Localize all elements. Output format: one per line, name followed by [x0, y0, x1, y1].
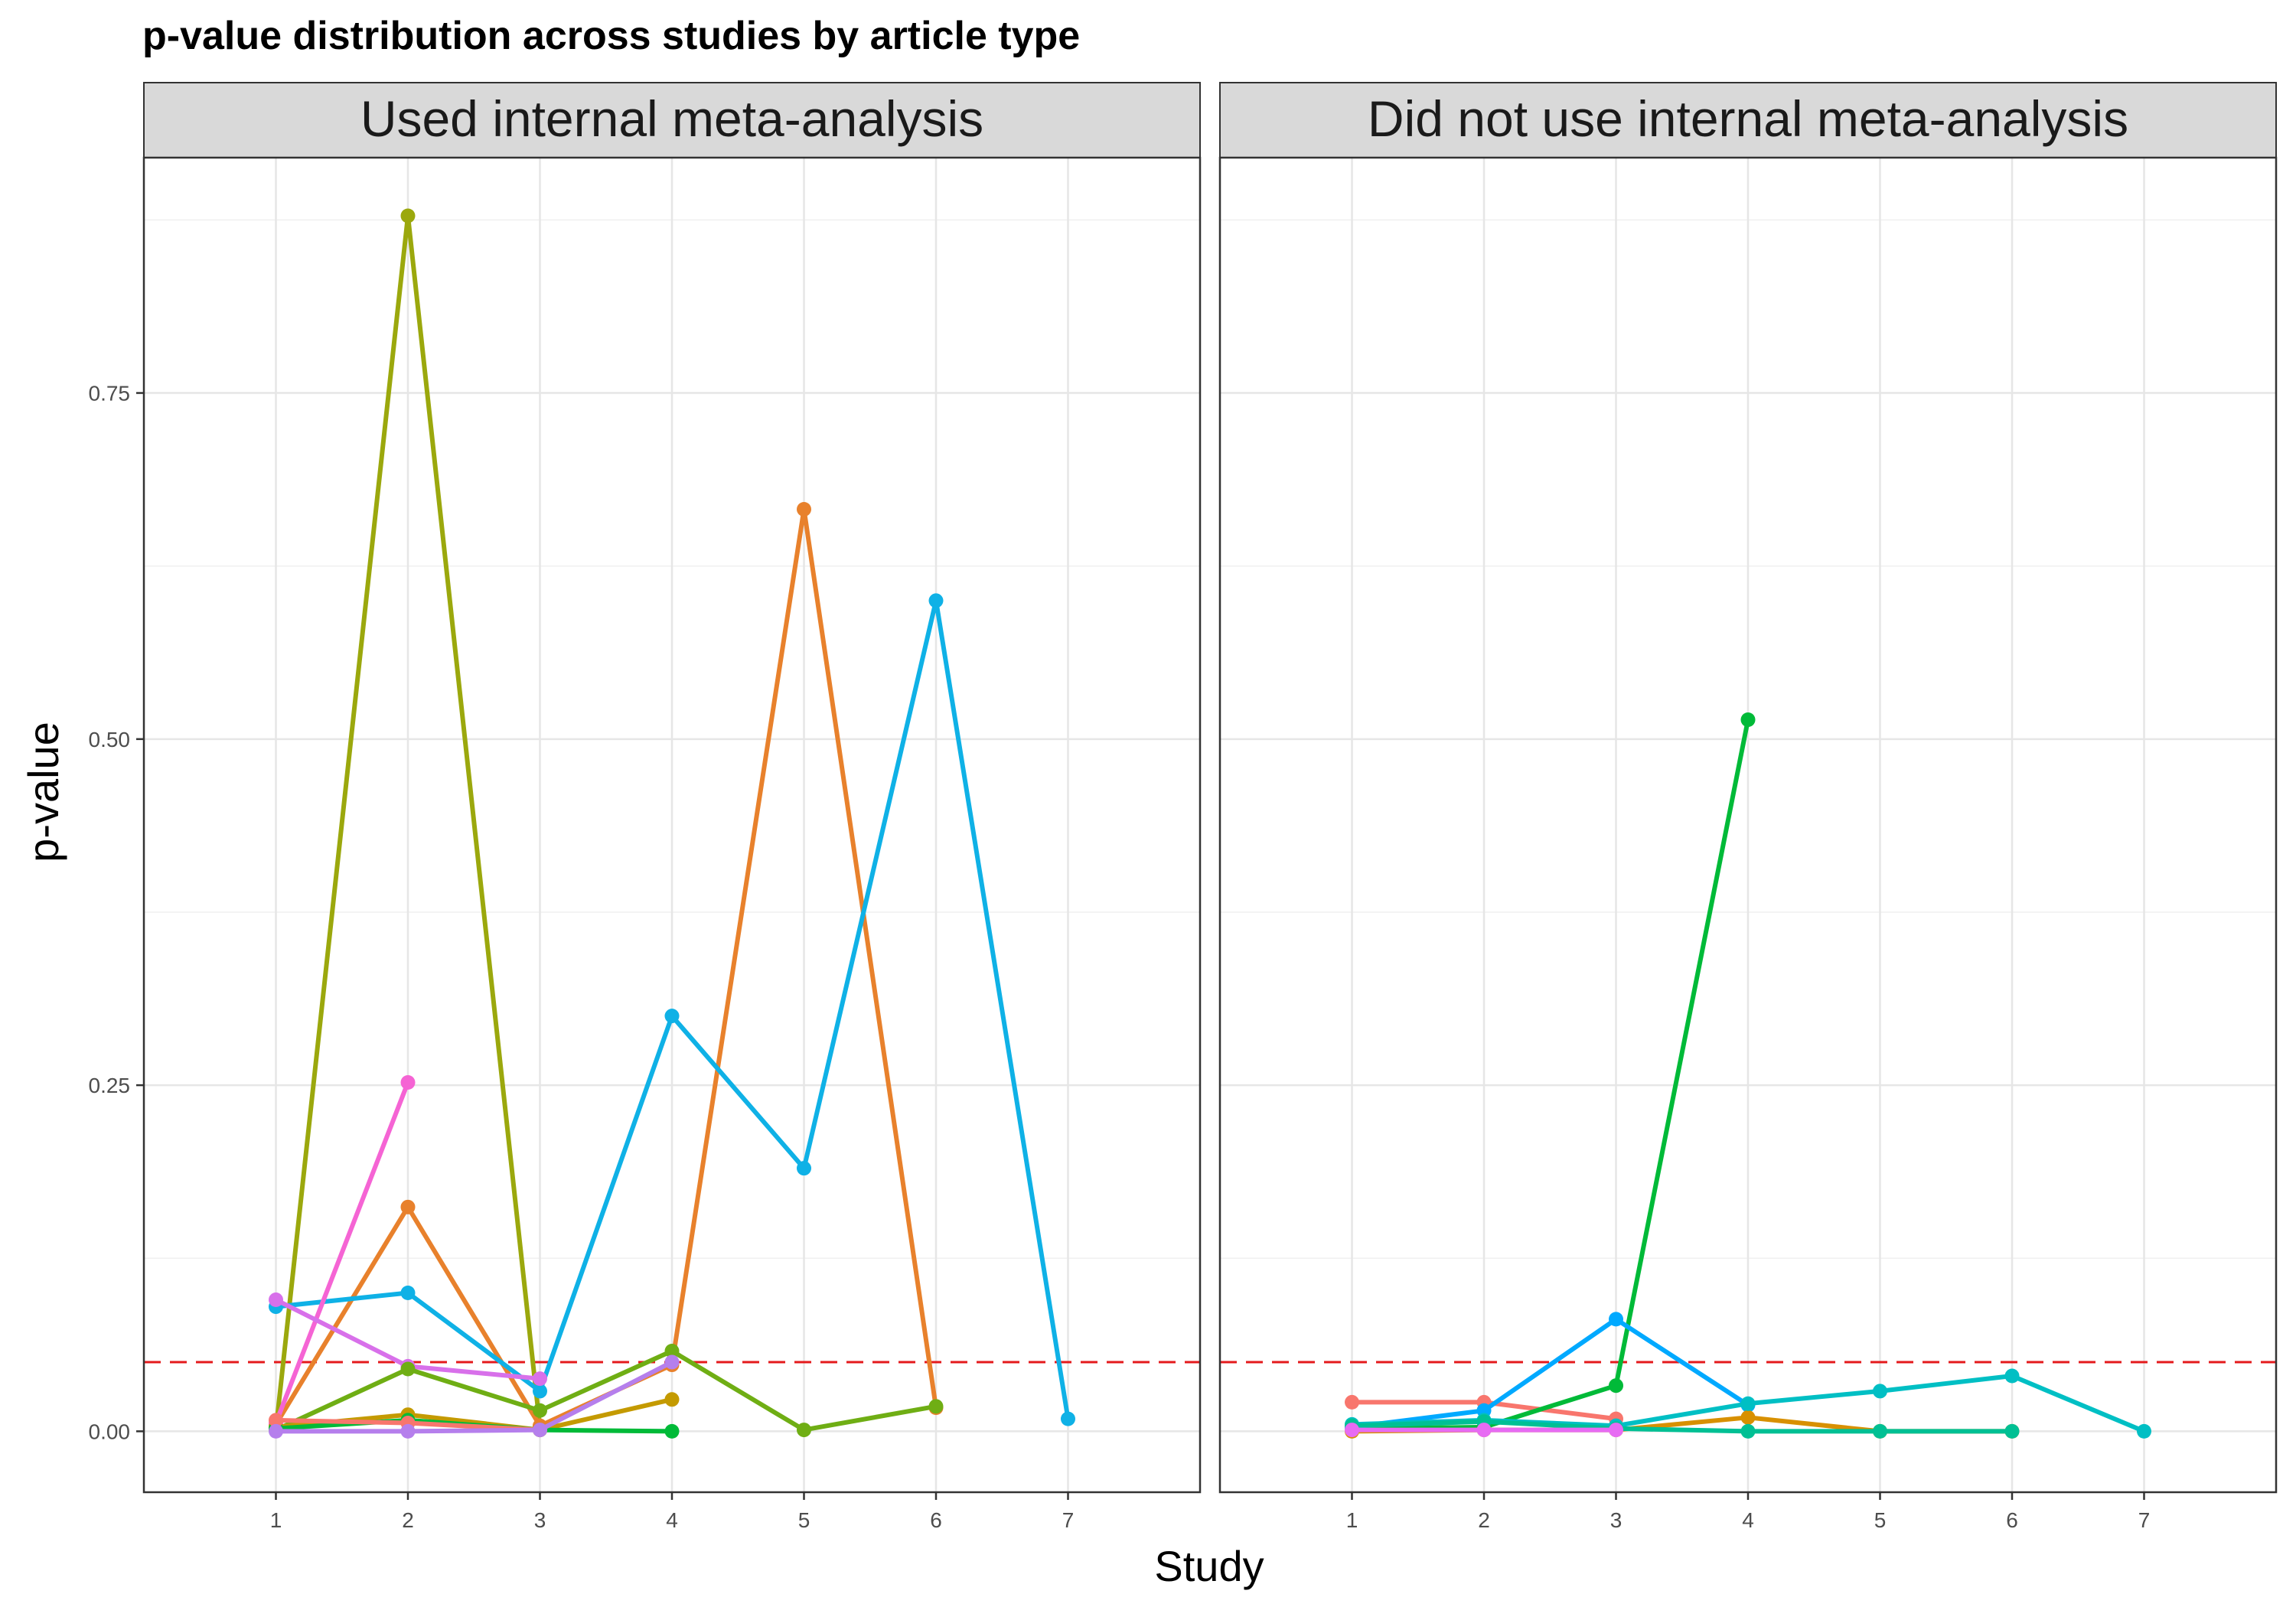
- x-tick-label: 7: [2138, 1508, 2151, 1532]
- series-line: [273, 1080, 410, 1426]
- data-point: [1873, 1384, 1887, 1399]
- data-point: [1476, 1423, 1492, 1438]
- data-point: [269, 1423, 283, 1439]
- facet-panels: Used internal meta-analysis 1 2 3 4 5 6 7 0.00 0.…: [89, 82, 2278, 1532]
- x-tick-label: 2: [402, 1508, 414, 1532]
- x-tick-label: 5: [798, 1508, 810, 1532]
- x-tick-label: 1: [270, 1508, 282, 1532]
- facet-panel: Did not use internal meta-analysis 1 2 3 4 5 6…: [1218, 82, 2278, 1532]
- data-point: [928, 593, 944, 608]
- data-point: [1740, 1410, 1756, 1425]
- data-point: [400, 1361, 416, 1377]
- data-point: [664, 1423, 680, 1439]
- data-point: [1873, 1423, 1887, 1439]
- data-point: [1609, 1312, 1623, 1327]
- data-point: [533, 1423, 547, 1438]
- data-point: [664, 1354, 680, 1370]
- data-point: [797, 1161, 811, 1176]
- x-tick-label: 4: [666, 1508, 678, 1532]
- chart-title: p-value distribution across studies by a…: [142, 14, 1080, 58]
- data-point: [1740, 712, 1756, 728]
- x-tick-label: 2: [1478, 1508, 1490, 1532]
- y-tick-label: 0.50: [89, 728, 131, 751]
- data-point: [1345, 1394, 1359, 1410]
- x-tick-label: 1: [1346, 1508, 1358, 1532]
- data-point: [533, 1384, 547, 1399]
- data-point: [664, 1009, 680, 1024]
- y-tick-label: 0.75: [89, 382, 131, 406]
- data-point: [664, 1392, 680, 1407]
- y-tick-label: 0.25: [89, 1074, 131, 1097]
- data-point: [2004, 1423, 2020, 1439]
- x-tick-label: 5: [1874, 1508, 1887, 1532]
- y-tick-label: 0.00: [89, 1420, 131, 1443]
- data-point: [269, 1413, 283, 1428]
- facet-strip: [1219, 82, 2277, 158]
- data-point: [1740, 1396, 1756, 1411]
- x-tick-label: 3: [534, 1508, 546, 1532]
- data-point: [2137, 1423, 2151, 1439]
- x-tick-label: 4: [1742, 1508, 1754, 1532]
- series-line: [273, 1359, 674, 1434]
- x-tick-label: 3: [1610, 1508, 1623, 1532]
- data-point: [400, 1423, 416, 1439]
- series-line: [1349, 1316, 1750, 1429]
- data-point: [533, 1403, 547, 1418]
- x-tick-label: 6: [2006, 1508, 2018, 1532]
- facet-label: Used internal meta-analysis: [360, 90, 983, 147]
- data-point: [928, 1399, 944, 1414]
- data-point: [533, 1371, 547, 1387]
- data-point: [797, 1423, 811, 1438]
- x-tick-label: 7: [1062, 1508, 1075, 1532]
- x-axis-title: Study: [1154, 1542, 1264, 1590]
- data-point: [1609, 1423, 1623, 1438]
- data-point: [400, 208, 416, 223]
- y-axis-title: p-value: [19, 722, 67, 862]
- data-point: [1345, 1423, 1359, 1438]
- data-point: [400, 1074, 416, 1090]
- data-point: [1061, 1411, 1075, 1426]
- data-point: [1609, 1378, 1623, 1393]
- data-point: [269, 1292, 283, 1308]
- data-point: [1740, 1423, 1756, 1439]
- data-point: [664, 1343, 680, 1358]
- facet-panel: Used internal meta-analysis 1 2 3 4 5 6 7 0.00 0.…: [89, 82, 1202, 1532]
- data-point: [400, 1199, 416, 1214]
- x-tick-label: 6: [930, 1508, 942, 1532]
- series-line: [273, 1348, 938, 1433]
- facet-label: Did not use internal meta-analysis: [1368, 90, 2128, 147]
- data-point: [797, 502, 811, 517]
- series-line: [1349, 1419, 2014, 1434]
- facet-strip: [143, 82, 1201, 158]
- data-point: [400, 1285, 416, 1300]
- data-point: [2004, 1368, 2020, 1384]
